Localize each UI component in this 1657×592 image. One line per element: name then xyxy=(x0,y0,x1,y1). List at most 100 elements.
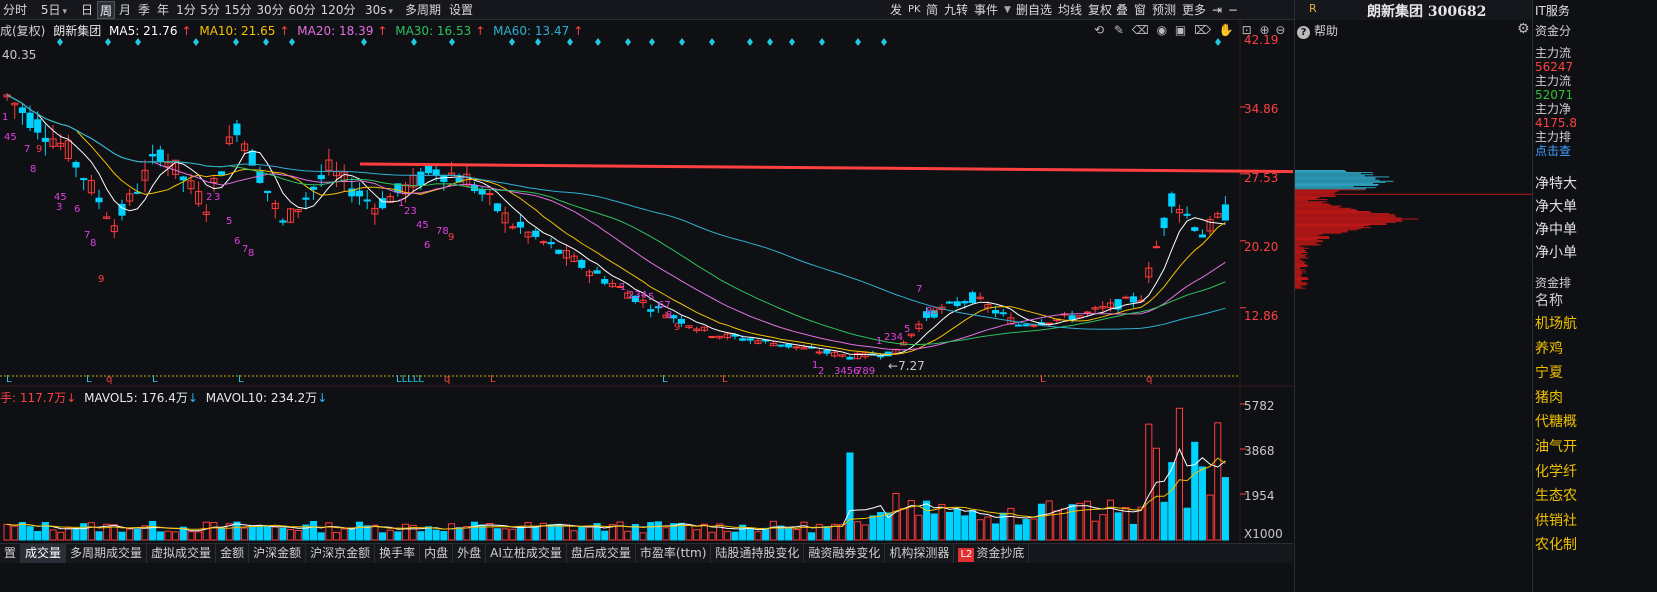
td-count-label: 234 xyxy=(628,290,647,301)
tab-30min[interactable]: 30分 xyxy=(256,3,284,17)
btn-jiuzhuan[interactable]: 九转 xyxy=(944,3,969,17)
btn-jian[interactable]: 简 xyxy=(926,3,939,17)
candle-body xyxy=(539,241,548,244)
chip-bar xyxy=(1295,238,1330,239)
tab-settings-cut[interactable]: 置 xyxy=(0,544,22,563)
btn-fa[interactable]: 发 xyxy=(890,3,903,17)
tab-volume[interactable]: 成交量 xyxy=(21,544,67,563)
candle-body xyxy=(501,212,509,224)
sector-list-item[interactable]: 机场航 xyxy=(1535,316,1577,332)
tab-virtual-volume[interactable]: 虚拟成交量 xyxy=(147,544,217,563)
candle-body xyxy=(815,351,823,354)
candle-body xyxy=(838,354,846,357)
tab-60min[interactable]: 60分 xyxy=(288,3,316,17)
tab-settings[interactable]: 设置 xyxy=(448,3,473,17)
tab-outer[interactable]: 外盘 xyxy=(453,544,487,563)
tab-1min[interactable]: 1分 xyxy=(176,3,196,17)
events-dropdown-icon[interactable]: ▼ xyxy=(1004,5,1011,15)
tab-5min[interactable]: 5分 xyxy=(200,3,220,17)
tab-year[interactable]: 年 xyxy=(156,3,169,17)
btn-remove-watchlist[interactable]: 删自选 xyxy=(1016,3,1053,17)
btn-forecast[interactable]: 预测 xyxy=(1152,3,1177,17)
trash-icon[interactable]: ⌦ xyxy=(1194,23,1212,37)
tab-institution[interactable]: 机构探测器 xyxy=(885,544,955,563)
btn-ma-lines[interactable]: 均线 xyxy=(1058,3,1083,17)
chip-bar xyxy=(1295,188,1367,190)
sector-list-item[interactable]: 油气开 xyxy=(1535,439,1577,455)
sector-list-item[interactable]: 生态农 xyxy=(1535,488,1577,505)
sector-list-item[interactable]: 宁夏 xyxy=(1535,365,1563,382)
tab-month[interactable]: 月 xyxy=(118,3,131,17)
eye-icon[interactable]: ◉ xyxy=(1156,23,1168,37)
chip-bar xyxy=(1295,233,1323,235)
tab-ai-volume[interactable]: AI立桩成交量 xyxy=(486,544,567,563)
sector-list-item[interactable]: 猪肉 xyxy=(1535,389,1563,406)
btn-adjust[interactable]: 复权 xyxy=(1088,3,1113,17)
tab-week[interactable]: 周 xyxy=(97,1,115,19)
volume-bar xyxy=(785,528,793,541)
sector-list-item[interactable]: 养鸡 xyxy=(1535,340,1563,357)
candle-body xyxy=(1214,213,1222,218)
tab-hsj-amount[interactable]: 沪深京金额 xyxy=(306,544,376,563)
hand-icon[interactable]: ✋ xyxy=(1218,23,1234,37)
tab-margin[interactable]: 融资融券变化 xyxy=(804,544,886,563)
link-icon[interactable]: ⟲ xyxy=(1094,23,1105,37)
tab-northbound[interactable]: 陆股通持股变化 xyxy=(711,544,805,563)
tab-after-hours[interactable]: 盘后成交量 xyxy=(567,544,636,563)
tab-pe-ttm[interactable]: 市盈率(ttm) xyxy=(636,544,712,563)
lock-icon[interactable]: ⊡ xyxy=(1241,23,1252,37)
eraser-icon[interactable]: ⌫ xyxy=(1131,23,1149,37)
btn-window[interactable]: 窗 xyxy=(1134,3,1147,17)
tab-turnover[interactable]: 换手率 xyxy=(375,544,421,563)
zoom-out-icon[interactable]: ⊖ xyxy=(1275,23,1286,37)
tab-120min[interactable]: 120分 xyxy=(320,3,356,17)
tab-multi-period[interactable]: 多周期 xyxy=(404,3,441,17)
minus-icon[interactable]: − xyxy=(1228,3,1239,17)
btn-events[interactable]: 事件 xyxy=(974,3,999,17)
chip-bar xyxy=(1295,176,1390,178)
tab-30s[interactable]: 30s xyxy=(360,1,398,19)
chip-bar xyxy=(1295,232,1342,234)
tab-amount[interactable]: 金额 xyxy=(216,544,250,563)
candle-body xyxy=(432,169,440,176)
tab-inner[interactable]: 内盘 xyxy=(420,544,454,563)
tab-multi-volume[interactable]: 多周期成交量 xyxy=(66,544,148,563)
chip-histogram xyxy=(1295,170,1533,289)
candle-body xyxy=(1137,299,1145,303)
cart-icon[interactable]: ▣ xyxy=(1174,23,1187,37)
sector-list-item[interactable]: 供销社 xyxy=(1535,512,1577,529)
sector-list-item[interactable]: 代糖概 xyxy=(1535,414,1577,431)
chip-bar xyxy=(1295,194,1335,196)
tab-fenshi[interactable]: 分时 xyxy=(2,3,27,17)
volume-bar xyxy=(80,523,88,541)
candle-body xyxy=(754,340,762,344)
tab-5day[interactable]: 5日 xyxy=(32,1,76,19)
fund-flow-item[interactable]: 点击查 xyxy=(1535,144,1572,158)
chart-tools: ⟲ ✎ ⌫ ◉ ▣ ⌦ ✋ ⊡ ⊕ ⊖ xyxy=(1094,23,1285,37)
sector-list-item[interactable]: 农化制 xyxy=(1535,537,1577,554)
help-button[interactable]: ? 帮助 xyxy=(1295,22,1338,39)
tab-day[interactable]: 日 xyxy=(80,3,93,17)
volume-bar xyxy=(647,522,655,541)
td-count-label: 45 xyxy=(416,220,429,231)
gear-icon[interactable]: ⚙ xyxy=(1517,21,1530,37)
volume-bar xyxy=(662,527,670,541)
volume-bar xyxy=(432,529,440,541)
chip-bar xyxy=(1295,222,1386,224)
tab-15min[interactable]: 15分 xyxy=(224,3,252,17)
tab-hs-amount[interactable]: 沪深金额 xyxy=(249,544,307,563)
td-count-label: 45 xyxy=(4,132,17,143)
sector-list-item[interactable]: 化学纤 xyxy=(1535,463,1577,480)
tab-fund-bottom[interactable]: L2 资金抄底 xyxy=(954,544,1030,563)
tab-season[interactable]: 季 xyxy=(137,3,150,17)
collapse-panel-icon[interactable]: ⇥ xyxy=(1212,3,1223,17)
btn-overlay[interactable]: 叠 xyxy=(1116,3,1129,17)
btn-pk[interactable]: PK xyxy=(908,4,921,15)
volume-bar xyxy=(202,521,210,541)
btn-more[interactable]: 更多 xyxy=(1182,3,1207,17)
chip-bar xyxy=(1295,249,1306,251)
pen-icon[interactable]: ✎ xyxy=(1113,23,1124,37)
zoom-in-icon[interactable]: ⊕ xyxy=(1259,23,1270,37)
volume-bar xyxy=(264,525,272,541)
